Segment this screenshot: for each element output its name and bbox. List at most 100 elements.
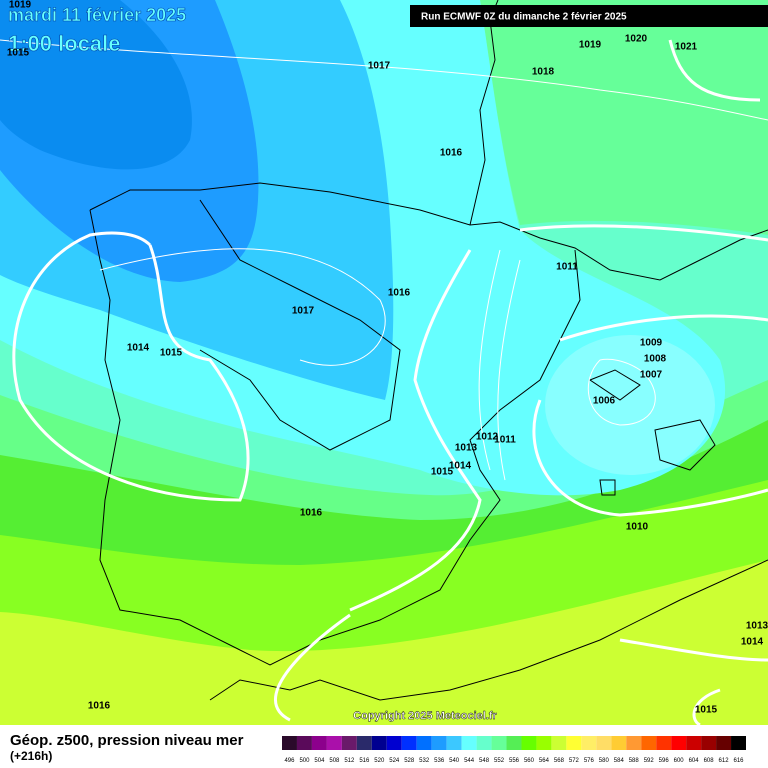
colorbar-swatch [476,736,492,750]
colorbar-swatch [686,736,702,750]
colorbar-label: 584 [614,758,625,764]
isobar-label: 1009 [640,338,663,349]
isobar-label: 1013 [455,443,478,454]
isobar-label: 1016 [440,148,463,159]
colorbar-swatch [446,736,462,750]
colorbar-swatch [311,736,327,750]
colorbar-label: 556 [509,758,520,764]
colorbar-label: 568 [554,758,565,764]
colorbar-swatch [326,736,342,750]
copyright: Copyright 2025 Meteociel.fr [353,710,497,722]
colorbar-label: 508 [329,758,340,764]
colorbar-label: 604 [689,758,700,764]
isobar-label: 1017 [292,306,315,317]
colorbar-swatch [731,736,746,750]
isobar-label: 1016 [388,288,411,299]
colorbar-swatch [282,736,297,750]
isobar-label: 1012 [476,432,499,443]
isobars [0,39,768,727]
colorbar-label: 560 [524,758,535,764]
colorbar: 496 500 504 508 512 516 520 524 528 532 536 540 544 5… [282,736,746,764]
isobar-label: 1014 [449,461,472,472]
colorbar-swatch [491,736,507,750]
colorbar-swatch [461,736,477,750]
isobar-label: 1016 [88,701,111,712]
colorbar-label: 588 [629,758,640,764]
isobar-label: 1010 [626,522,649,533]
colorbar-swatch [656,736,672,750]
colorbar-swatch [296,736,312,750]
isobar-label: 1011 [494,435,516,446]
colorbar-swatch [371,736,387,750]
isobar-label: 1019 [579,40,602,51]
colorbar-label: 608 [704,758,715,764]
colorbar-swatch [416,736,432,750]
isobar-labels: 1019 1015 1017 1018 1019 1020 1021 1016 1011 1016… [7,0,768,716]
colorbar-swatch [431,736,447,750]
isobar-label: 1015 [7,48,30,59]
isobar-label: 1008 [644,354,667,365]
colorbar-swatch [386,736,402,750]
forecast-time: 1:00 locale [8,31,121,56]
forecast-lead: (+216h) [10,749,52,763]
colorbar-label: 572 [569,758,580,764]
isobar-label: 1018 [532,67,555,78]
colorbar-swatch [611,736,627,750]
colorbar-swatch [716,736,732,750]
footer-title: Géop. z500, pression niveau mer [10,732,244,749]
colorbar-label: 512 [344,758,355,764]
colorbar-label: 528 [404,758,415,764]
isobar-label: 1021 [675,42,698,53]
colorbar-label: 616 [734,758,745,764]
isobar-label: 1015 [695,705,718,716]
colorbar-label: 520 [374,758,385,764]
colorbar-label: 596 [659,758,670,764]
isobar-label: 1015 [431,467,454,478]
isobar-label: 1011 [556,262,578,273]
colorbar-swatch [566,736,582,750]
colorbar-label: 544 [464,758,475,764]
colorbar-label: 540 [449,758,460,764]
isobar-label: 1020 [625,34,648,45]
colorbar-swatch [401,736,417,750]
colorbar-swatch [596,736,612,750]
colorbar-label: 564 [539,758,550,764]
colorbar-label: 524 [389,758,400,764]
colorbar-swatch [701,736,717,750]
isobar-label: 1017 [368,61,391,72]
colorbar-label: 592 [644,758,655,764]
coastlines [89,0,768,701]
colorbar-swatch [581,736,597,750]
colorbar-swatch [641,736,657,750]
isobar-label: 1019 [9,0,32,11]
colorbar-swatch [356,736,372,750]
forecast-date: mardi 11 février 2025 [8,5,186,25]
colorbar-swatch [506,736,522,750]
colorbar-swatch [521,736,537,750]
isobar-label: 1014 [741,637,764,648]
isobar-label: 1007 [640,370,663,381]
colorbar-swatch [626,736,642,750]
colorbar-label: 500 [299,758,310,764]
colorbar-label: 552 [494,758,505,764]
colorbar-label: 504 [314,758,325,764]
colorbar-label: 612 [719,758,730,764]
colorbar-label: 532 [419,758,430,764]
colorbar-swatch [341,736,357,750]
isobar-label: 1014 [127,343,150,354]
colorbar-label: 536 [434,758,445,764]
isobar-label: 1016 [300,508,323,519]
colorbar-label: 548 [479,758,490,764]
colorbar-swatch [536,736,552,750]
colorbar-label: 496 [284,758,295,764]
colorbar-label: 576 [584,758,595,764]
colorbar-label: 600 [674,758,685,764]
colorbar-label: 580 [599,758,610,764]
isobar-label: 1006 [593,396,616,407]
colorbar-label: 516 [359,758,370,764]
colorbar-swatch [671,736,687,750]
run-banner [410,5,768,27]
run-info: Run ECMWF 0Z du dimanche 2 février 2025 [421,12,627,23]
isobar-label: 1013 [746,621,768,632]
